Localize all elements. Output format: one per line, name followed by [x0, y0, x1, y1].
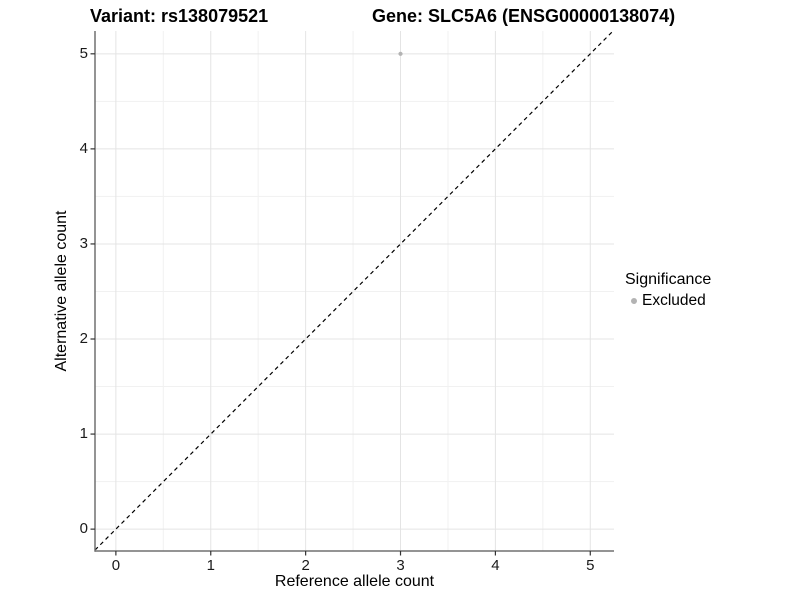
data-point: [398, 51, 403, 56]
excluded-dot-icon: [630, 298, 637, 304]
legend-item-label: Excluded: [642, 292, 706, 309]
y-tick-label: 5: [79, 44, 88, 62]
variant-title: Variant: rs138079521: [90, 6, 269, 26]
legend-title: Significance: [625, 271, 712, 288]
legend: Significance Excluded: [625, 271, 711, 310]
x-tick-label: 3: [396, 557, 405, 574]
gene-title: Gene: SLC5A6 (ENSG00000138074): [372, 6, 676, 26]
y-tick-label: 3: [79, 234, 88, 252]
y-tick-label: 1: [79, 425, 88, 443]
y-tick-label: 0: [79, 520, 88, 538]
x-tick-label: 0: [111, 557, 121, 574]
x-tick-label: 5: [586, 557, 595, 574]
legend-item-excluded: Excluded: [625, 292, 711, 310]
x-tick-label: 2: [301, 557, 310, 574]
x-tick-label: 4: [491, 557, 500, 574]
y-tick-label: 2: [79, 330, 88, 347]
y-tick-label: 4: [79, 139, 88, 157]
identity-line: [94, 30, 614, 551]
y-axis-title: Alternative allele count: [53, 210, 70, 372]
x-tick-label: 1: [206, 557, 215, 574]
x-axis-title: Reference allele count: [274, 573, 435, 590]
legend-key: [625, 298, 642, 304]
